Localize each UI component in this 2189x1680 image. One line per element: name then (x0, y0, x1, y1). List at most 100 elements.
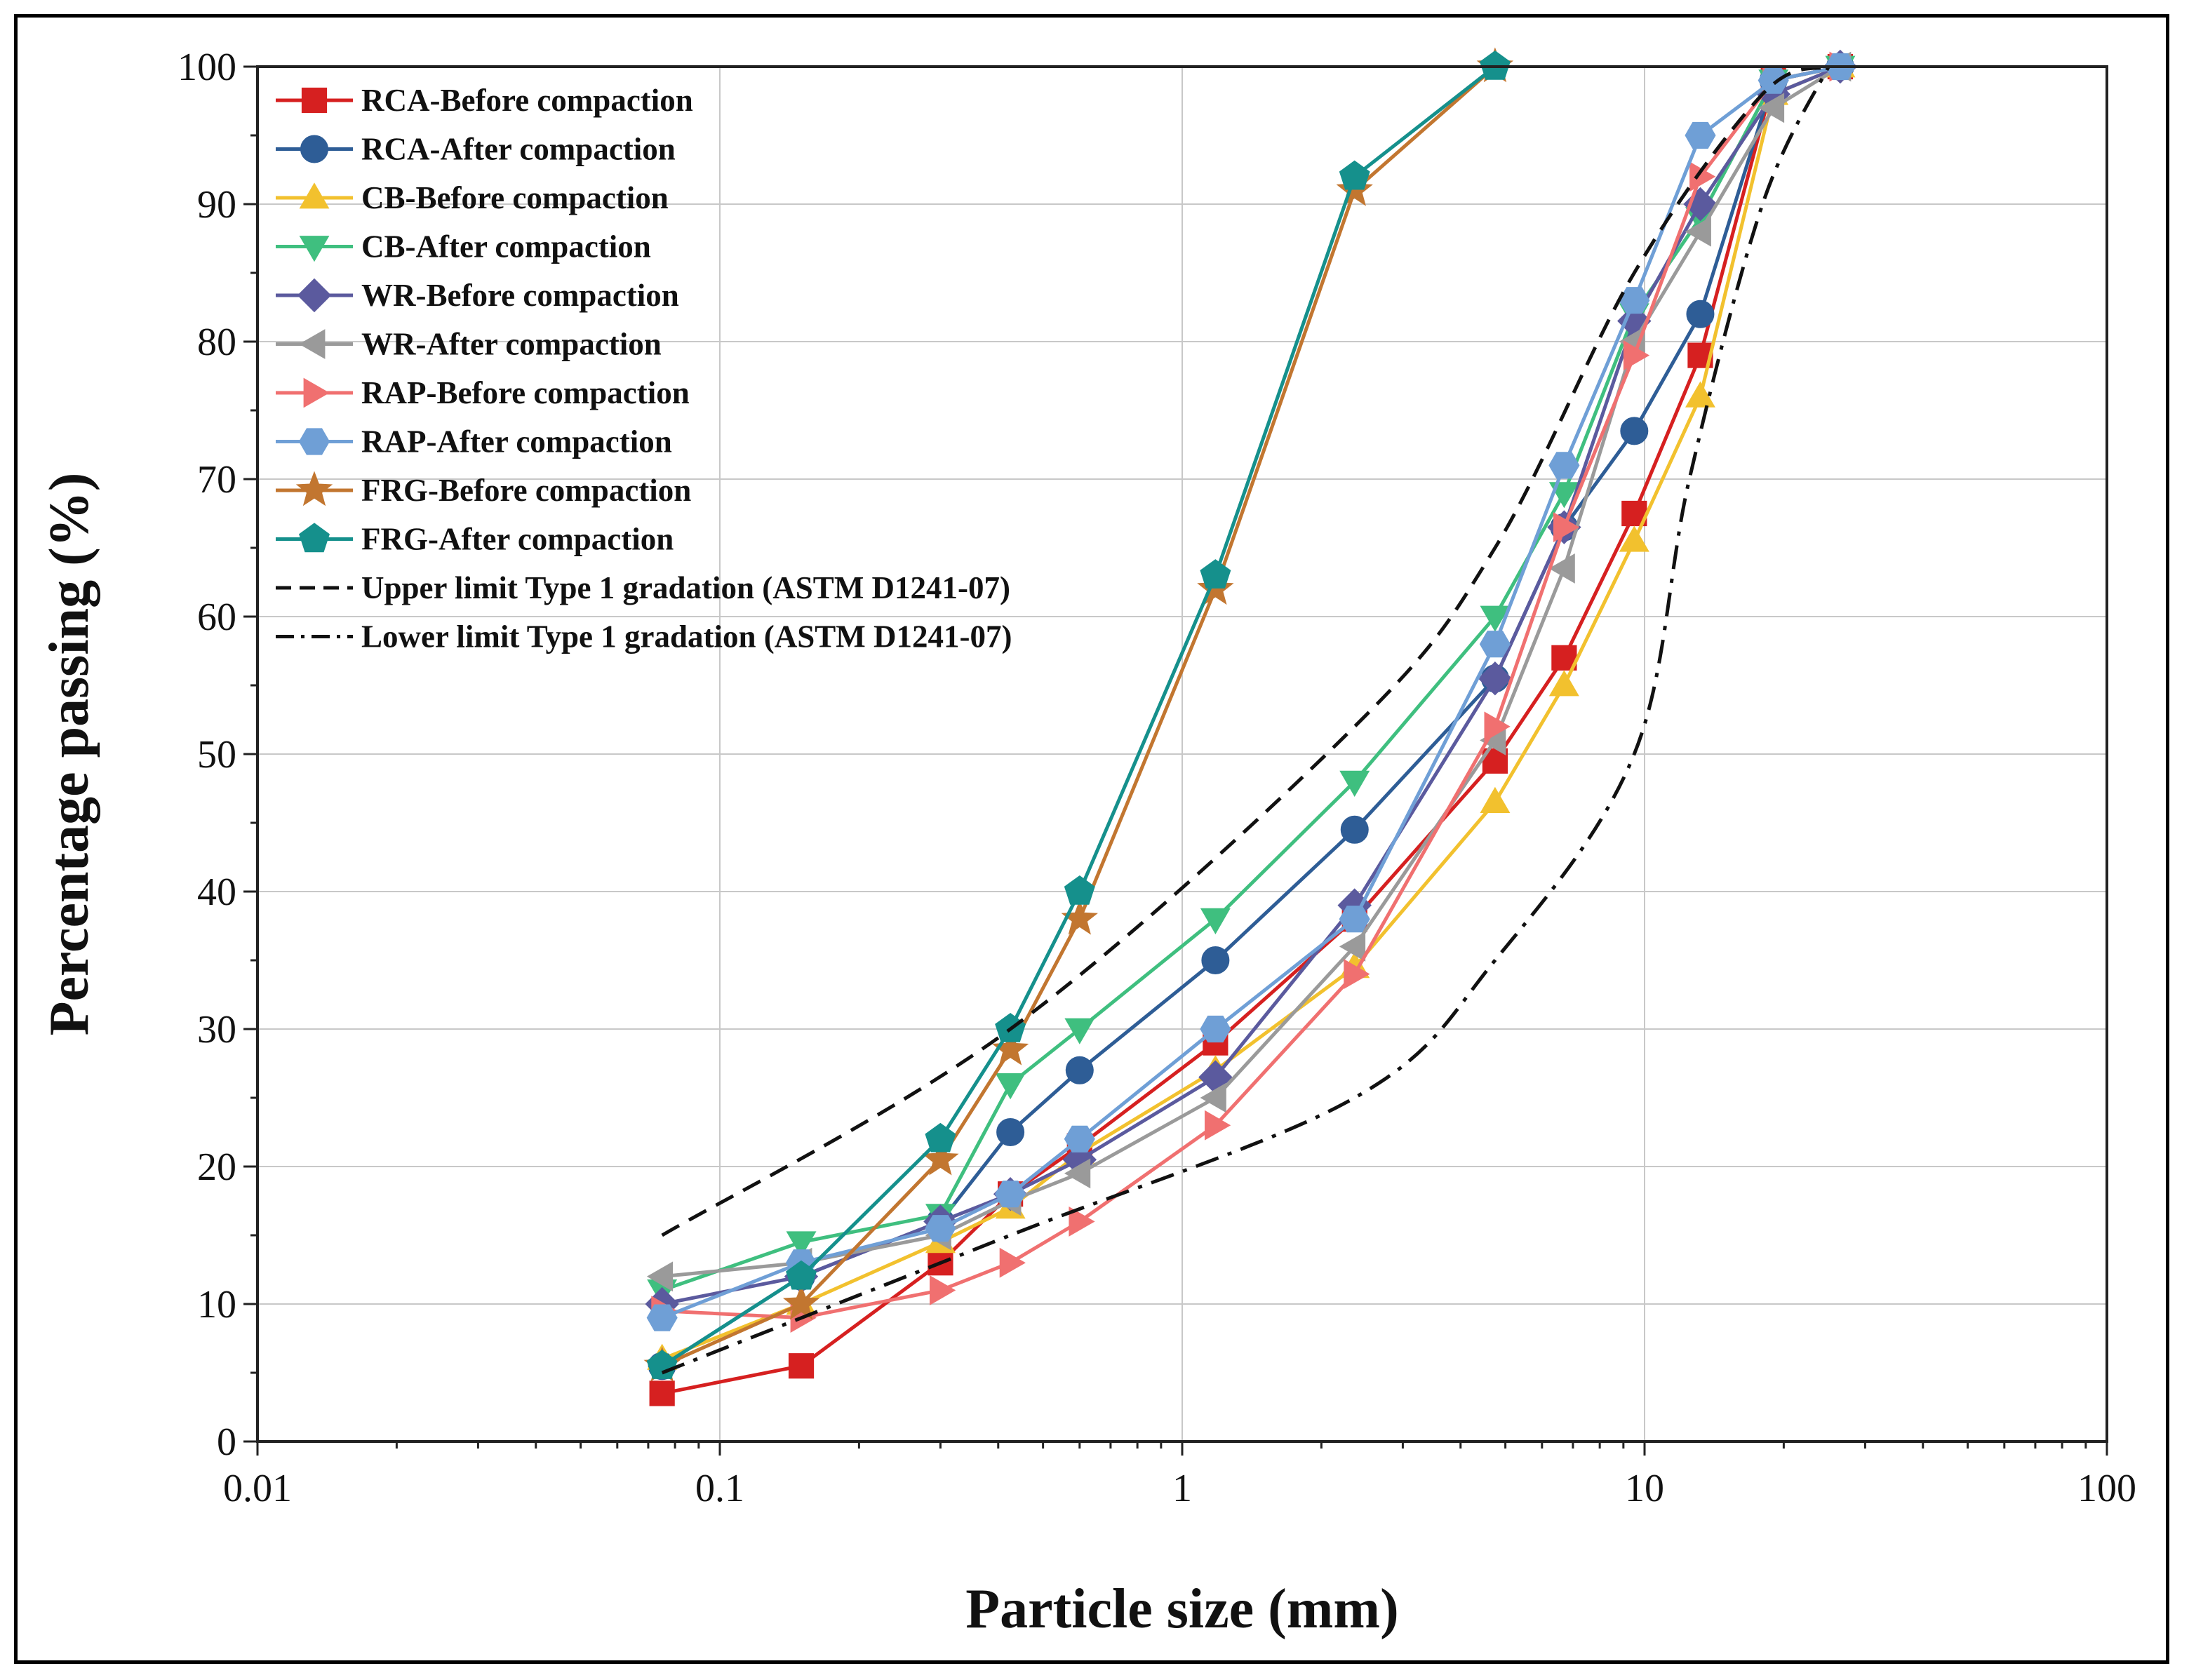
data-point (925, 1122, 956, 1153)
y-tick-label: 40 (197, 871, 236, 914)
legend-marker (301, 87, 328, 114)
data-point (1480, 50, 1511, 80)
legend-label: FRG-After compaction (361, 522, 674, 557)
legend-entry: CB-Before compaction (276, 180, 669, 215)
series-layer (643, 47, 1858, 1406)
data-point (1064, 1125, 1095, 1153)
axis-ticks: 0 10 20 30 40 50 60 70 80 90 100 0.01 0.1 1 10 100 (178, 46, 2136, 1510)
data-point (649, 1380, 675, 1406)
series-line (662, 65, 1841, 1306)
data-point (1480, 786, 1511, 813)
series-upper-limit-type-1-gradation-astm-d1241-07 (661, 65, 1830, 1237)
data-point (1205, 1110, 1231, 1141)
data-point (1201, 946, 1230, 974)
series-cb-after-compaction (647, 55, 1856, 1306)
y-axis-title: Percentage passing (%) (39, 473, 100, 1036)
data-point (1479, 631, 1511, 658)
limit-line (661, 65, 1830, 1237)
data-point (1685, 216, 1711, 247)
legend-label: Upper limit Type 1 gradation (ASTM D1241… (361, 570, 1010, 605)
series-line (661, 65, 1841, 1292)
legend-marker (303, 377, 330, 408)
x-tick-label: 1 (1172, 1467, 1192, 1510)
series-frg-after-compaction (646, 50, 1511, 1379)
limit-line (661, 65, 1830, 1375)
data-point (1548, 670, 1579, 697)
legend-entry: RAP-After compaction (276, 424, 672, 459)
legend-label: RAP-Before compaction (361, 375, 690, 410)
data-point (1685, 381, 1715, 408)
y-tick-label: 100 (178, 46, 236, 89)
data-point (1069, 1206, 1095, 1237)
data-point (1339, 770, 1370, 797)
legend-label: Lower limit Type 1 gradation (ASTM D1241… (361, 619, 1012, 654)
series-line (661, 65, 1841, 1368)
legend-label: RCA-After compaction (361, 132, 676, 167)
data-point (646, 1304, 678, 1331)
data-point (1339, 906, 1370, 933)
data-point (1064, 1018, 1095, 1044)
series-line (661, 65, 1841, 1319)
data-point (996, 1118, 1025, 1146)
y-tick-label: 20 (197, 1145, 236, 1189)
y-tick-label: 10 (197, 1283, 236, 1326)
series-line (662, 65, 1842, 1279)
legend: RCA-Before compaction RCA-After compactio… (276, 83, 1012, 654)
data-point (1685, 121, 1716, 149)
data-point (1619, 287, 1650, 314)
legend-marker (299, 236, 330, 262)
data-point (999, 1247, 1026, 1278)
grid (257, 66, 2108, 1442)
data-point (786, 1231, 817, 1258)
data-point (1686, 300, 1715, 328)
series-wr-after-compaction (646, 51, 1852, 1292)
data-point (1200, 559, 1231, 589)
data-point (1200, 908, 1231, 934)
legend-marker (300, 135, 328, 163)
data-point (1620, 417, 1649, 445)
series-line (662, 65, 1841, 1320)
series-line (661, 65, 1497, 1368)
legend-label: WR-After compaction (361, 327, 662, 362)
y-tick-label: 90 (197, 183, 236, 227)
data-point (788, 1353, 815, 1379)
legend-marker (295, 471, 333, 506)
legend-entry: FRG-After compaction (276, 522, 674, 557)
data-point (1553, 512, 1580, 543)
y-tick-label: 0 (217, 1420, 236, 1464)
x-axis-title: Particle size (mm) (965, 1578, 1398, 1640)
legend-label: WR-Before compaction (361, 278, 679, 313)
legend-label: CB-After compaction (361, 229, 651, 264)
data-point (995, 1181, 1026, 1208)
data-point (930, 1275, 956, 1305)
series-lower-limit-type-1-gradation-astm-d1241-07 (661, 65, 1830, 1375)
data-point (1064, 1158, 1091, 1189)
legend-label: FRG-Before compaction (361, 473, 691, 508)
data-point (1200, 1015, 1231, 1043)
data-point (1064, 875, 1095, 905)
legend-label: CB-Before compaction (361, 180, 669, 215)
x-tick-label: 0.1 (695, 1467, 744, 1510)
data-point (1344, 959, 1370, 990)
x-tick-label: 10 (1625, 1467, 1664, 1510)
series-line (661, 65, 1841, 1361)
data-point (995, 1073, 1026, 1100)
legend-entry: FRG-Before compaction (276, 471, 691, 508)
legend-entry: WR-Before compaction (276, 278, 679, 313)
data-point (922, 1140, 959, 1176)
figure-frame (14, 14, 2169, 1664)
legend-entry: RCA-Before compaction (276, 83, 693, 118)
legend-marker (297, 278, 332, 313)
x-tick-label: 0.01 (223, 1467, 292, 1510)
legend-marker (298, 428, 330, 455)
data-point (1480, 605, 1511, 632)
legend-label: RAP-After compaction (361, 424, 672, 459)
legend-marker (299, 182, 330, 209)
data-point (1548, 452, 1580, 479)
data-point (1478, 661, 1513, 696)
legend-marker (299, 523, 330, 553)
y-tick-label: 60 (197, 596, 236, 639)
data-point (786, 1260, 817, 1290)
series-line (661, 65, 1497, 1368)
